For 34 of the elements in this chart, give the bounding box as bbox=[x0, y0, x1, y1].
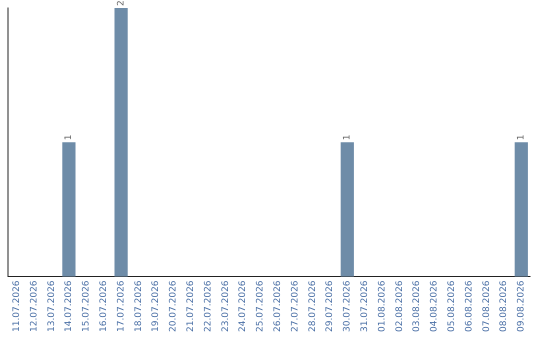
x-tick-label: 21.07.2026 bbox=[186, 280, 196, 332]
x-tick-label: 20.07.2026 bbox=[168, 280, 179, 332]
x-tick-label: 16.07.2026 bbox=[99, 280, 110, 332]
x-tick-label: 15.07.2026 bbox=[82, 280, 92, 332]
x-tick-label: 08.08.2026 bbox=[499, 280, 510, 332]
x-tick-label: 06.08.2026 bbox=[464, 280, 474, 332]
x-tick-label: 29.07.2026 bbox=[325, 280, 336, 332]
x-tick-label: 31.07.2026 bbox=[360, 280, 370, 332]
x-tick-label: 14.07.2026 bbox=[64, 280, 74, 332]
x-tick-label: 11.07.2026 bbox=[12, 280, 22, 332]
x-tick-label: 22.07.2026 bbox=[203, 280, 214, 332]
x-tick-label: 13.07.2026 bbox=[46, 280, 57, 332]
x-tick-label: 02.08.2026 bbox=[394, 280, 405, 332]
x-tick-label: 09.08.2026 bbox=[516, 280, 527, 332]
x-tick-label: 28.07.2026 bbox=[308, 280, 318, 332]
x-tick-label: 19.07.2026 bbox=[151, 280, 162, 332]
x-tick-label: 03.08.2026 bbox=[412, 280, 422, 332]
x-tick-label: 18.07.2026 bbox=[134, 280, 144, 332]
x-tick-label: 26.07.2026 bbox=[273, 280, 284, 332]
x-tick-label: 05.08.2026 bbox=[447, 280, 458, 332]
x-tick-label: 04.08.2026 bbox=[430, 280, 440, 332]
data-label: 1 bbox=[516, 134, 527, 140]
x-tick-label: 25.07.2026 bbox=[256, 280, 266, 332]
x-tick-label: 17.07.2026 bbox=[116, 280, 126, 332]
data-label: 1 bbox=[342, 134, 353, 140]
x-tick-label: 12.07.2026 bbox=[29, 280, 40, 332]
x-tick-label: 24.07.2026 bbox=[238, 280, 248, 332]
data-label: 1 bbox=[64, 134, 74, 140]
x-tick-label: 01.08.2026 bbox=[377, 280, 388, 332]
x-tick-label: 27.07.2026 bbox=[290, 280, 300, 332]
x-tick-label: 23.07.2026 bbox=[220, 280, 231, 332]
data-label: 2 bbox=[116, 0, 126, 6]
x-tick-label: 30.07.2026 bbox=[342, 280, 353, 332]
x-tick-label: 07.08.2026 bbox=[482, 280, 492, 332]
